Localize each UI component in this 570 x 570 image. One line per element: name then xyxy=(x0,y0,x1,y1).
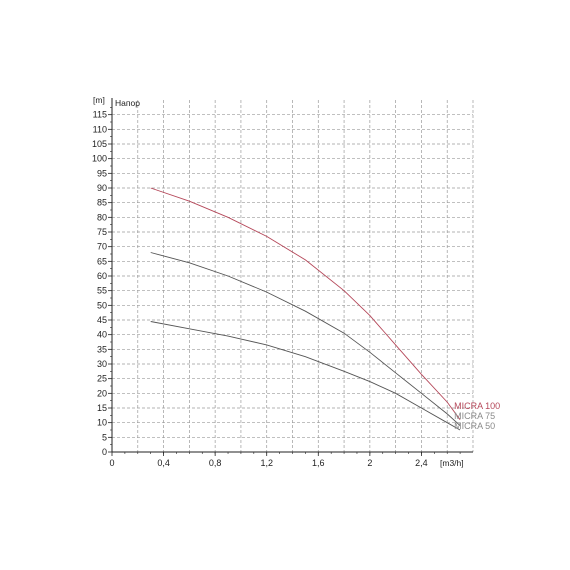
y-tick-label: 60 xyxy=(97,271,107,281)
y-tick-label: 70 xyxy=(97,242,107,252)
y-tick-label: 110 xyxy=(93,124,107,134)
y-tick-label: 20 xyxy=(97,388,107,398)
y-tick-label: 55 xyxy=(97,286,107,296)
series-label-micra-50: MICRA 50 xyxy=(454,421,495,431)
y-tick-label: 5 xyxy=(102,432,107,442)
y-tick-label: 115 xyxy=(93,110,107,120)
x-tick-label: 0,4 xyxy=(157,458,170,468)
y-tick-label: 40 xyxy=(97,330,107,340)
series-label-micra-75: MICRA 75 xyxy=(454,411,495,421)
x-tick-label: 0 xyxy=(109,458,114,468)
y-tick-label: 10 xyxy=(97,418,107,428)
grid xyxy=(112,100,474,452)
y-tick-label: 85 xyxy=(97,198,107,208)
y-tick-label: 35 xyxy=(97,344,107,354)
x-tick-label: 1,6 xyxy=(312,458,325,468)
y-tick-label: 65 xyxy=(97,256,107,266)
axes: 0510152025303540455055606570758085909510… xyxy=(92,98,473,468)
y-tick-label: 90 xyxy=(97,183,107,193)
y-tick-label: 75 xyxy=(97,227,107,237)
y-tick-label: 100 xyxy=(92,154,107,164)
y-tick-label: 50 xyxy=(97,300,107,310)
x-tick-label: 1,2 xyxy=(260,458,273,468)
series-line-micra-50 xyxy=(150,321,461,431)
x-tick-label: 2,4 xyxy=(415,458,428,468)
y-tick-label: 15 xyxy=(97,403,107,413)
y-tick-label: 80 xyxy=(97,212,107,222)
y-tick-label: 30 xyxy=(97,359,107,369)
y-axis-title: Напор xyxy=(115,98,140,108)
y-tick-label: 105 xyxy=(92,139,107,149)
series-line-micra-75 xyxy=(150,252,461,426)
y-tick-label: 95 xyxy=(97,168,107,178)
y-tick-label: 0 xyxy=(102,447,107,457)
series-line-micra-100 xyxy=(150,187,461,420)
series-label-micra-100: MICRA 100 xyxy=(454,401,500,411)
x-axis-unit-label: [m3/h] xyxy=(440,458,464,468)
x-tick-label: 2 xyxy=(367,458,372,468)
y-tick-label: 45 xyxy=(97,315,107,325)
y-tick-label: 25 xyxy=(97,374,107,384)
x-tick-label: 0,8 xyxy=(209,458,222,468)
y-axis-unit-label: [m] xyxy=(93,95,105,105)
